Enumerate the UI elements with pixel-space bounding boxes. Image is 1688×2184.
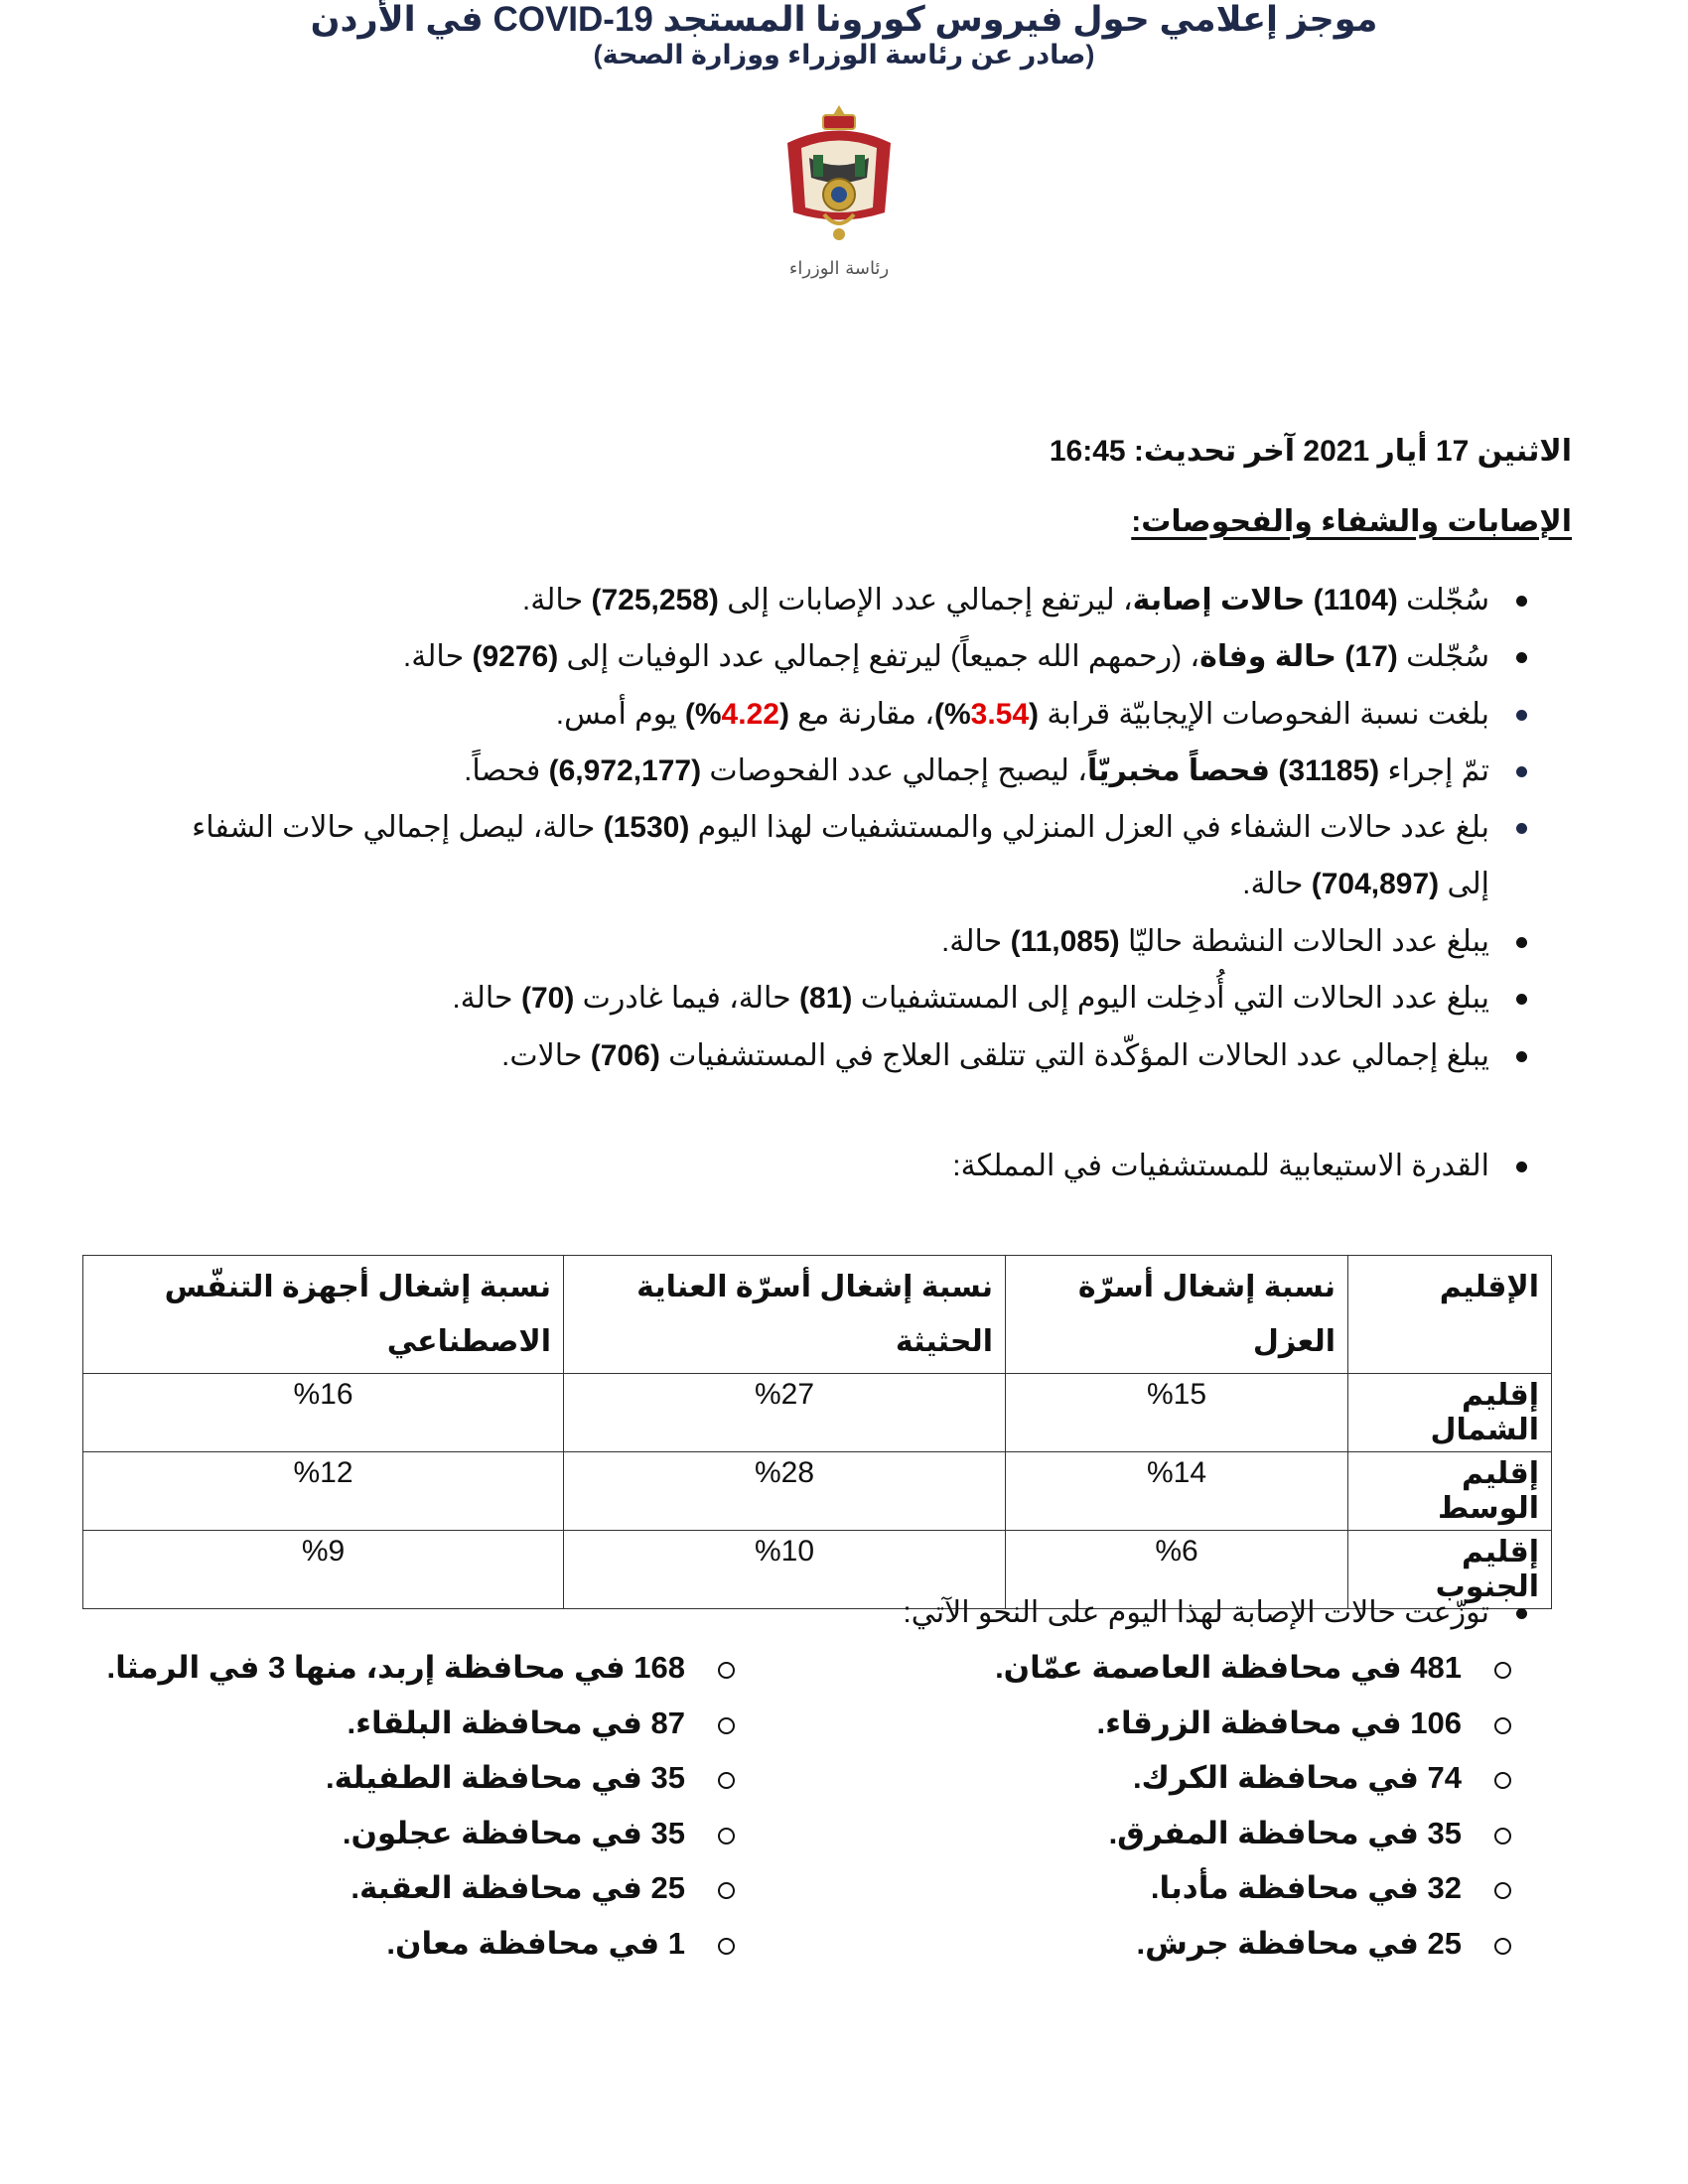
table-cell: %15 — [1005, 1373, 1348, 1452]
distribution-item: 35 في محافظة المفرق. — [1109, 1816, 1511, 1851]
circle-bullet-icon — [718, 1937, 735, 1955]
distribution-item: 32 في محافظة مأدبا. — [1151, 1870, 1511, 1906]
bullet-icon — [1516, 994, 1527, 1005]
table-cell: %28 — [563, 1451, 1006, 1531]
table-cell: %10 — [563, 1530, 1006, 1609]
distribution-item: 35 في محافظة الطفيلة. — [326, 1760, 735, 1796]
list-item: سُجّلت (17) حالة وفاة، (رحمهم الله جميعا… — [403, 639, 1527, 674]
distribution-item: 25 في محافظة العقبة. — [351, 1870, 735, 1906]
distribution-bullet: توزّعت حالات الإصابة لهذا اليوم على النح… — [903, 1595, 1527, 1630]
capacity-bullet: القدرة الاستيعابية للمستشفيات في المملكة… — [952, 1149, 1527, 1183]
section-heading: الإصابات والشفاء والفحوصات: — [1131, 505, 1572, 538]
column-header: نسبة إشغال أجهزة التنفّس الاصطناعي — [82, 1255, 564, 1374]
bullet-icon — [1516, 652, 1527, 663]
list-item-continuation: إلى (704,897) حالة. — [1242, 868, 1489, 900]
table-row: إقليم الشمال %15 %27 %16 — [82, 1373, 1552, 1452]
table-cell: %9 — [82, 1530, 564, 1609]
bullet-icon — [1516, 1608, 1527, 1619]
table-header-row: الإقليم نسبة إشغال أسرّة العزل نسبة إشغا… — [82, 1255, 1552, 1374]
distribution-item: 25 في محافظة جرش. — [1137, 1926, 1511, 1962]
list-item: بلغ عدد حالات الشفاء في العزل المنزلي وا… — [192, 810, 1527, 845]
circle-bullet-icon — [1494, 1882, 1511, 1899]
table-cell: %16 — [82, 1373, 564, 1452]
list-item: يبلغ عدد الحالات التي أُدخِلت اليوم إلى … — [452, 981, 1527, 1016]
bullet-icon — [1516, 937, 1527, 948]
page-subtitle: (صادر عن رئاسة الوزراء ووزارة الصحة) — [593, 40, 1095, 69]
distribution-item: 1 في محافظة معان. — [386, 1926, 735, 1962]
list-item: يبلغ عدد الحالات النشطة حاليّا (11,085) … — [941, 924, 1527, 959]
circle-bullet-icon — [1494, 1827, 1511, 1844]
circle-bullet-icon — [1494, 1716, 1511, 1734]
table-cell: %12 — [82, 1451, 564, 1531]
table-row: إقليم الجنوب %6 %10 %9 — [82, 1530, 1552, 1609]
distribution-item: 481 في محافظة العاصمة عمّان. — [995, 1650, 1511, 1686]
distribution-item: 74 في محافظة الكرك. — [1133, 1760, 1511, 1796]
column-header: نسبة إشغال أسرّة العناية الحثيثة — [563, 1255, 1006, 1374]
distribution-item: 106 في محافظة الزرقاء. — [1096, 1706, 1511, 1741]
bullet-icon — [1516, 766, 1527, 777]
circle-bullet-icon — [718, 1772, 735, 1789]
table-cell: %27 — [563, 1373, 1006, 1452]
column-header: نسبة إشغال أسرّة العزل — [1005, 1255, 1348, 1374]
table-cell: إقليم الوسط — [1347, 1451, 1552, 1531]
circle-bullet-icon — [1494, 1772, 1511, 1789]
table-cell: %14 — [1005, 1451, 1348, 1531]
circle-bullet-icon — [718, 1882, 735, 1899]
column-header: الإقليم — [1347, 1255, 1552, 1374]
table-cell: إقليم الجنوب — [1347, 1530, 1552, 1609]
distribution-item: 35 في محافظة عجلون. — [343, 1816, 735, 1851]
page-title: موجز إعلامي حول فيروس كورونا المستجد COV… — [310, 0, 1378, 39]
bullet-icon — [1516, 823, 1527, 834]
list-item: يبلغ إجمالي عدد الحالات المؤكّدة التي تت… — [501, 1038, 1527, 1073]
table-row: إقليم الوسط %14 %28 %12 — [82, 1451, 1552, 1531]
bullet-icon — [1516, 596, 1527, 607]
government-crest-logo: رئاسة الوزراء — [787, 105, 891, 279]
table-cell: إقليم الشمال — [1347, 1373, 1552, 1452]
circle-bullet-icon — [718, 1662, 735, 1679]
circle-bullet-icon — [1494, 1937, 1511, 1955]
bullet-icon — [1516, 1161, 1527, 1172]
list-item: بلغت نسبة الفحوصات الإيجابيّة قرابة (3.5… — [556, 697, 1527, 732]
circle-bullet-icon — [718, 1827, 735, 1844]
dateline: الاثنين 17 أيار 2021 آخر تحديث: 16:45 — [1049, 435, 1572, 468]
table-cell: %6 — [1005, 1530, 1348, 1609]
circle-bullet-icon — [718, 1716, 735, 1734]
list-item: سُجّلت (1104) حالات إصابة، ليرتفع إجمالي… — [522, 583, 1527, 617]
hospital-capacity-table: الإقليم نسبة إشغال أسرّة العزل نسبة إشغا… — [82, 1255, 1552, 1609]
svg-text:رئاسة الوزراء: رئاسة الوزراء — [789, 258, 889, 279]
list-item: تمّ إجراء (31185) فحصاً مخبريّاً، ليصبح … — [464, 753, 1527, 788]
bullet-icon — [1516, 710, 1527, 721]
distribution-item: 87 في محافظة البلقاء. — [348, 1706, 735, 1741]
distribution-item: 168 في محافظة إربد، منها 3 في الرمثا. — [107, 1650, 735, 1686]
circle-bullet-icon — [1494, 1662, 1511, 1679]
bullet-icon — [1516, 1051, 1527, 1062]
